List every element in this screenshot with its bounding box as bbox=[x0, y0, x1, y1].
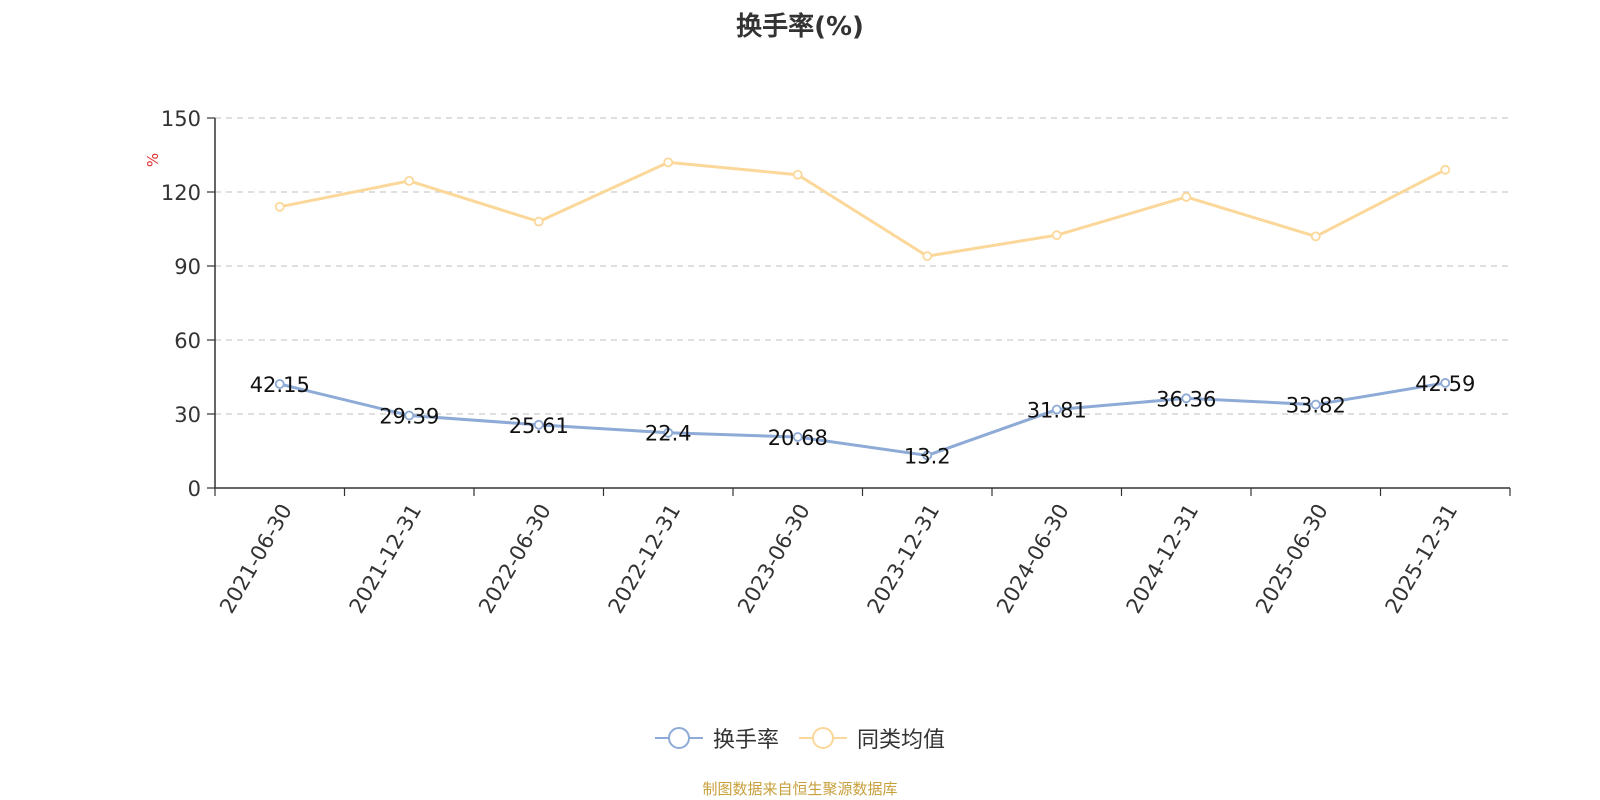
x-tick-label: 2021-12-31 bbox=[345, 500, 427, 618]
y-tick-label: 0 bbox=[188, 477, 201, 501]
legend-label-turnover: 换手率 bbox=[712, 728, 779, 753]
grid-lines bbox=[215, 117, 1510, 415]
data-label: 20.68 bbox=[768, 426, 828, 450]
data-label: 36.36 bbox=[1156, 387, 1216, 411]
x-tick-label: 2021-06-30 bbox=[215, 500, 297, 618]
data-point bbox=[1181, 393, 1192, 404]
y-tick-label: 150 bbox=[161, 107, 201, 131]
y-axis-label: % bbox=[144, 153, 162, 167]
data-label: 42.15 bbox=[250, 373, 310, 397]
data-point bbox=[533, 216, 544, 227]
legend-item-peer-average[interactable]: 同类均值 bbox=[799, 722, 945, 754]
y-tick-label: 120 bbox=[161, 181, 201, 205]
legend: 换手率 同类均值 bbox=[0, 722, 1600, 754]
data-label: 25.61 bbox=[509, 414, 569, 438]
x-tick-label: 2023-06-30 bbox=[733, 500, 815, 618]
x-tick-label: 2025-06-30 bbox=[1251, 500, 1333, 618]
x-tick-label: 2022-06-30 bbox=[474, 500, 556, 618]
data-point bbox=[792, 169, 803, 180]
data-point bbox=[404, 410, 415, 421]
data-label: 29.39 bbox=[379, 405, 439, 429]
data-point bbox=[404, 175, 415, 186]
legend-marker-turnover-icon bbox=[654, 727, 703, 749]
data-point bbox=[1440, 378, 1451, 388]
legend-item-turnover[interactable]: 换手率 bbox=[654, 722, 779, 754]
data-label: 13.2 bbox=[904, 444, 951, 468]
data-point bbox=[1440, 164, 1451, 175]
data-point bbox=[663, 427, 674, 438]
data-point bbox=[663, 157, 674, 168]
data-point bbox=[1310, 231, 1321, 242]
y-tick-label: 90 bbox=[174, 255, 201, 279]
data-label: 22.4 bbox=[645, 422, 692, 446]
chart-title: 换手率(%) bbox=[736, 12, 864, 42]
legend-marker-peer-average-icon bbox=[799, 727, 847, 749]
source-footer: 制图数据来自恒生聚源数据库 bbox=[702, 780, 898, 798]
data-labels: 42.15 29.39 25.61 22.4 20.68 13.2 31.81 36.36 33… bbox=[250, 372, 1476, 468]
data-label: 42.59 bbox=[1415, 372, 1475, 396]
x-tick-label: 2022-12-31 bbox=[604, 500, 686, 618]
data-point bbox=[1181, 192, 1192, 202]
series-line-0 bbox=[279, 381, 1446, 457]
data-point bbox=[1310, 399, 1321, 410]
x-tick-label: 2025-12-31 bbox=[1381, 500, 1463, 618]
data-label: 33.82 bbox=[1286, 394, 1346, 418]
series-line-1 bbox=[279, 160, 1446, 258]
series bbox=[274, 157, 1451, 461]
axes: 0 30 60 90 120 150% 2021-06-30 2021-12-31 2022-0… bbox=[144, 107, 1511, 618]
data-point bbox=[1051, 230, 1062, 241]
data-point bbox=[274, 201, 285, 212]
x-tick-label: 2024-06-30 bbox=[992, 500, 1074, 618]
data-point bbox=[1051, 404, 1062, 415]
y-tick-label: 30 bbox=[174, 403, 201, 427]
x-tick-label: 2023-12-31 bbox=[863, 500, 945, 618]
y-tick-label: 60 bbox=[174, 329, 201, 353]
data-point bbox=[274, 379, 285, 389]
legend-label-peer-average: 同类均值 bbox=[857, 728, 946, 753]
data-point bbox=[533, 419, 544, 430]
data-point bbox=[922, 251, 933, 262]
data-point bbox=[922, 450, 933, 461]
x-tick-label: 2024-12-31 bbox=[1122, 500, 1204, 618]
data-point bbox=[792, 432, 803, 442]
data-label: 31.81 bbox=[1027, 399, 1087, 423]
